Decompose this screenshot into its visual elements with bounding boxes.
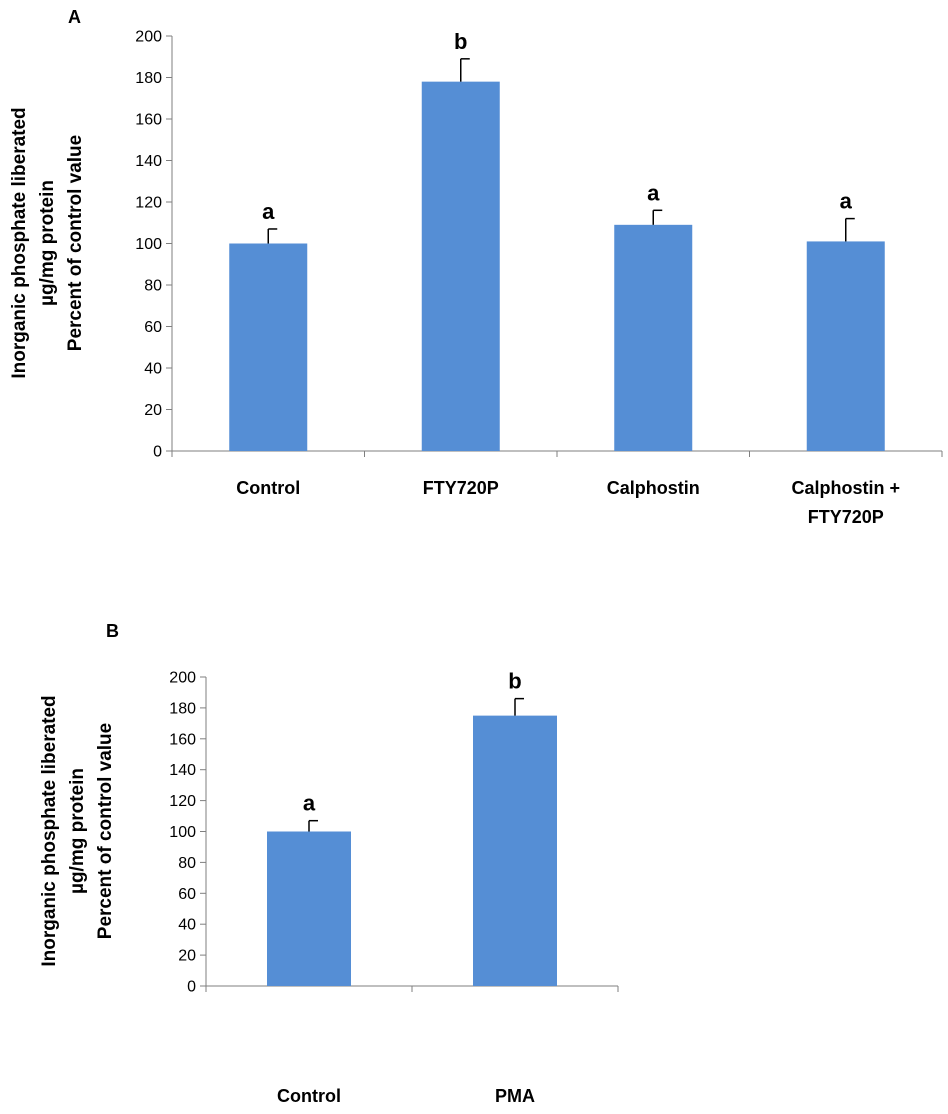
y-tick-label: 180 [169, 700, 196, 717]
y-tick-label: 160 [135, 112, 162, 129]
y-axis-label-line: Percent of control value [95, 723, 116, 939]
y-tick-label: 20 [144, 402, 162, 419]
significance-label: a [262, 199, 275, 224]
bar [267, 831, 351, 986]
significance-label: a [647, 180, 660, 205]
y-tick-label: 120 [135, 195, 162, 212]
y-tick-label: 60 [144, 319, 162, 336]
chart-panel-a: A 0 20 40 60 80 100 120 140 160 180 200 a Control b FT… [9, 7, 943, 527]
panel-label-b: B [106, 621, 119, 641]
significance-label: b [508, 669, 521, 694]
significance-label: a [840, 189, 853, 214]
y-tick-label: 100 [169, 824, 196, 841]
y-tick-label: 0 [153, 444, 162, 461]
x-category-label: Calphostin [607, 478, 700, 498]
bar [614, 224, 693, 451]
y-tick-label: 0 [187, 979, 196, 996]
y-axis-label-line: µg/mg protein [67, 768, 88, 894]
y-tick-label: 160 [169, 731, 196, 748]
y-tick-label: 200 [135, 29, 162, 46]
y-tick-label: 180 [135, 70, 162, 87]
bar [421, 81, 500, 452]
y-tick-label: 200 [169, 670, 196, 687]
bar [806, 241, 885, 451]
y-axis-label-line: Percent of control value [65, 135, 86, 351]
bar [473, 715, 557, 986]
significance-label: a [303, 791, 316, 816]
x-category-label: Calphostin + FTY720P [791, 478, 900, 527]
y-axis-label-line: Inorganic phosphate liberated [9, 107, 30, 378]
y-tick-label: 140 [135, 153, 162, 170]
y-axis-label-line: µg/mg protein [37, 180, 58, 306]
chart-panel-b: B 0 20 40 60 80 100 120 140 160 180 200 a Control b PM… [39, 621, 619, 1106]
y-tick-label: 120 [169, 793, 196, 810]
x-category-label: Control [277, 1086, 341, 1106]
y-tick-label: 60 [178, 886, 196, 903]
y-tick-label: 100 [135, 236, 162, 253]
significance-label: b [454, 29, 467, 54]
y-axis-label-line: Inorganic phosphate liberated [39, 695, 60, 966]
x-category-label: FTY720P [423, 478, 499, 498]
panel-label-a: A [68, 7, 81, 27]
y-tick-label: 80 [178, 855, 196, 872]
x-category-label: PMA [495, 1086, 535, 1106]
bar [229, 243, 308, 451]
y-tick-label: 40 [144, 361, 162, 378]
y-tick-label: 40 [178, 917, 196, 934]
y-tick-label: 140 [169, 762, 196, 779]
x-category-label: Control [236, 478, 300, 498]
y-tick-label: 20 [178, 948, 196, 965]
y-tick-label: 80 [144, 278, 162, 295]
